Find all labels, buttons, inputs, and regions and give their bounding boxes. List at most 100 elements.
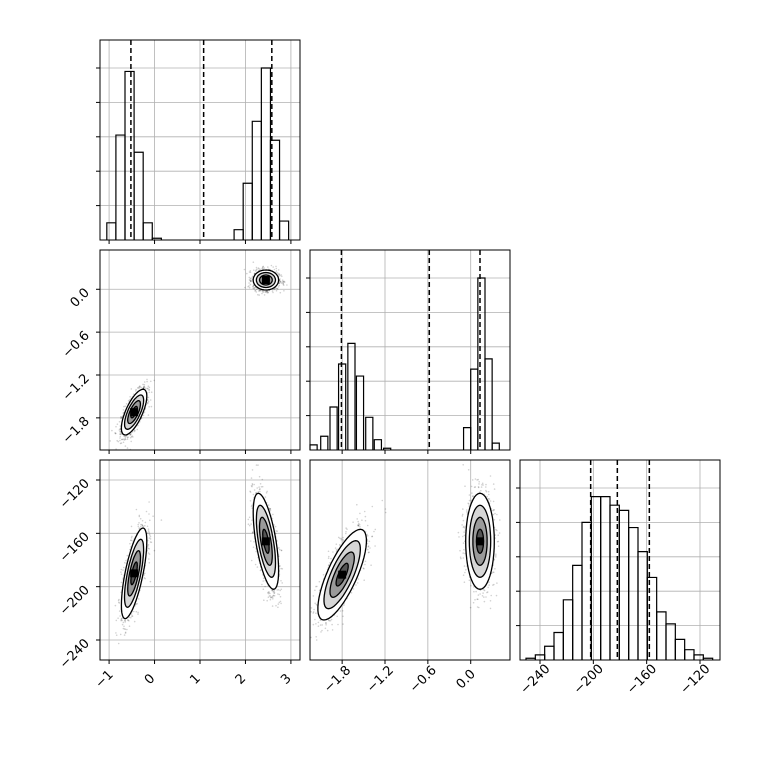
scatter-point bbox=[253, 489, 256, 491]
scatter-point bbox=[259, 289, 261, 292]
scatter-point bbox=[120, 417, 123, 419]
scatter-point bbox=[262, 265, 265, 268]
scatter-point bbox=[115, 632, 117, 634]
scatter-point bbox=[145, 510, 148, 513]
scatter-point bbox=[342, 538, 344, 541]
scatter-point bbox=[141, 523, 143, 526]
scatter-point bbox=[279, 600, 282, 603]
scatter-point bbox=[258, 290, 260, 292]
scatter-point bbox=[137, 611, 139, 614]
scatter-point bbox=[384, 508, 387, 510]
scatter-point bbox=[122, 569, 124, 571]
scatter-point bbox=[132, 393, 135, 395]
hist-bar bbox=[347, 342, 356, 450]
scatter-point bbox=[135, 508, 138, 511]
scatter-point bbox=[250, 523, 252, 525]
scatter-point bbox=[259, 490, 261, 493]
scatter-point bbox=[252, 493, 255, 496]
scatter-point bbox=[363, 567, 365, 570]
scatter-point bbox=[273, 591, 276, 594]
scatter-point bbox=[146, 532, 149, 534]
scatter-point bbox=[272, 291, 274, 294]
scatter-point bbox=[271, 517, 274, 520]
scatter-point bbox=[146, 380, 148, 383]
scatter-point bbox=[270, 596, 272, 599]
scatter-point bbox=[257, 267, 260, 269]
scatter-point bbox=[124, 405, 127, 407]
scatter-point bbox=[130, 613, 133, 615]
scatter-point bbox=[129, 434, 132, 436]
scatter-point bbox=[315, 612, 317, 614]
scatter-point bbox=[279, 281, 281, 283]
scatter-layer bbox=[114, 464, 284, 645]
scatter-point bbox=[339, 543, 341, 546]
scatter-point bbox=[279, 565, 281, 567]
x-tick-label: 2 bbox=[233, 671, 249, 687]
scatter-point bbox=[260, 486, 263, 488]
scatter-point bbox=[253, 288, 255, 290]
scatter-point bbox=[256, 566, 259, 568]
scatter-point bbox=[138, 527, 140, 529]
scatter-point bbox=[251, 484, 254, 486]
scatter-point bbox=[124, 437, 127, 439]
scatter-point bbox=[251, 532, 254, 534]
hist-param-1-panel bbox=[96, 39, 301, 244]
scatter-point bbox=[119, 437, 121, 439]
scatter-point bbox=[138, 386, 140, 388]
scatter-point bbox=[275, 265, 277, 268]
scatter-point bbox=[249, 280, 252, 283]
scatter-point bbox=[148, 388, 150, 391]
scatter-point bbox=[262, 266, 264, 268]
scatter-point bbox=[282, 283, 285, 285]
scatter-point bbox=[357, 524, 359, 527]
scatter-point bbox=[267, 504, 270, 506]
y-tick-label: −200 bbox=[57, 583, 93, 619]
scatter-point bbox=[136, 428, 139, 431]
scatter-point bbox=[281, 582, 283, 584]
scatter-point bbox=[248, 285, 250, 287]
scatter-point bbox=[280, 588, 283, 591]
scatter-layer bbox=[109, 261, 288, 450]
scatter-point bbox=[316, 585, 318, 588]
scatter-point bbox=[114, 432, 116, 434]
scatter-point bbox=[315, 623, 317, 625]
scatter-point bbox=[249, 280, 252, 282]
scatter-point bbox=[255, 288, 258, 291]
scatter-point bbox=[374, 528, 377, 531]
scatter-point bbox=[149, 580, 152, 583]
scatter-point bbox=[264, 291, 267, 293]
scatter-point bbox=[250, 279, 252, 281]
scatter-point bbox=[125, 403, 128, 405]
scatter-point bbox=[133, 610, 135, 613]
scatter-point bbox=[120, 617, 123, 620]
scatter-point bbox=[272, 266, 274, 268]
hist-bar bbox=[133, 151, 144, 240]
scatter-point bbox=[244, 286, 246, 289]
scatter-point bbox=[127, 619, 129, 621]
scatter-point bbox=[129, 396, 131, 398]
scatter-point bbox=[345, 527, 347, 529]
scatter-point bbox=[119, 428, 121, 430]
scatter-point bbox=[269, 507, 272, 510]
scatter-point bbox=[277, 286, 280, 288]
scatter-point bbox=[148, 406, 150, 408]
scatter-point bbox=[143, 386, 146, 389]
scatter-point bbox=[126, 554, 129, 557]
scatter-point bbox=[120, 573, 123, 575]
scatter-point bbox=[255, 270, 257, 272]
scatter-point bbox=[273, 590, 275, 593]
hist-bar bbox=[462, 427, 472, 450]
scatter-point bbox=[121, 438, 123, 441]
scatter-point bbox=[247, 518, 250, 521]
scatter-point bbox=[251, 483, 254, 485]
scatter-point bbox=[141, 524, 144, 527]
scatter-point bbox=[253, 269, 255, 271]
scatter-point bbox=[131, 615, 133, 617]
scatter-point bbox=[280, 274, 282, 276]
scatter-point bbox=[272, 595, 274, 597]
scatter-point bbox=[272, 591, 275, 593]
scatter-point bbox=[131, 535, 133, 538]
scatter-point bbox=[249, 280, 252, 282]
scatter-point bbox=[357, 520, 359, 523]
scatter-point bbox=[258, 290, 261, 292]
